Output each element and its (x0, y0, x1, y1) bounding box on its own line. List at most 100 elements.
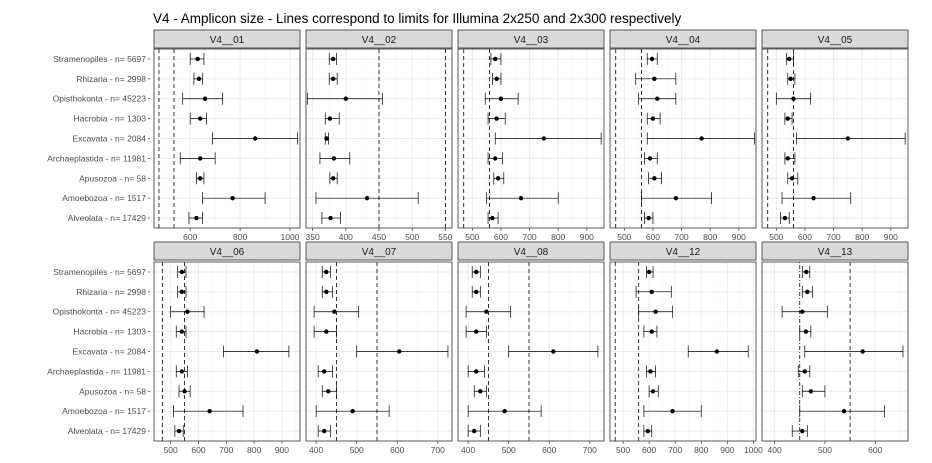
mean-point (207, 408, 212, 414)
category-label: Apusozoa - n= 58 (79, 386, 146, 396)
mean-point (196, 76, 202, 82)
mean-point (197, 116, 203, 121)
panel-border (457, 261, 605, 442)
mean-point (472, 428, 477, 434)
mean-point (652, 176, 657, 181)
x-tick-label: 500 (405, 232, 419, 242)
mean-point (331, 156, 337, 161)
mean-point (648, 369, 653, 374)
mean-point (786, 56, 792, 62)
mean-point (699, 136, 704, 141)
x-tick-label: 800 (855, 232, 869, 242)
category-label: Alveolata - n= 17429 (68, 426, 146, 436)
x-tick-label: 800 (247, 445, 261, 455)
x-tick-label: 500 (465, 232, 479, 242)
mean-point (343, 96, 349, 101)
facet-strip (305, 29, 453, 49)
category-label: Hacrobia - n= 1303 (73, 327, 146, 337)
x-tick-label: 700 (431, 445, 445, 455)
chart-title: V4 - Amplicon size - Lines correspond to… (153, 11, 682, 26)
x-tick-label: 550 (438, 232, 452, 242)
x-tick-label: 700 (219, 445, 233, 455)
mean-point (331, 76, 336, 82)
mean-point (551, 349, 556, 354)
facet-strip (153, 29, 301, 49)
mean-point (474, 269, 479, 275)
mean-point (197, 156, 203, 161)
mean-point (800, 309, 805, 314)
category-label: Opisthokonta - n= 45223 (53, 307, 147, 317)
mean-point (785, 156, 790, 161)
mean-point (845, 136, 851, 141)
mean-point (518, 195, 524, 201)
x-tick-label: 350 (306, 232, 320, 242)
mean-point (478, 389, 483, 394)
mean-point (326, 389, 331, 394)
x-tick-label: 900 (720, 445, 734, 455)
facet-strip (457, 29, 605, 49)
mean-point (791, 96, 796, 101)
mean-point (179, 289, 185, 295)
mean-point (324, 329, 329, 334)
mean-point (785, 116, 790, 121)
x-tick-label: 400 (339, 232, 353, 242)
mean-point (328, 215, 333, 221)
x-tick-label: 800 (233, 232, 247, 242)
mean-point (860, 349, 865, 354)
x-tick-label: 400 (461, 445, 475, 455)
facet-strip-label: V4__03 (514, 35, 549, 46)
x-tick-label: 600 (868, 445, 882, 455)
x-tick-label: 600 (642, 445, 656, 455)
mean-point (649, 56, 655, 62)
mean-point (541, 136, 547, 141)
x-tick-label: 700 (826, 232, 840, 242)
panel-v4__04: V4__04 500 600 700 800 900 (609, 29, 757, 242)
panel-border (761, 261, 909, 442)
facet-strip (761, 29, 909, 49)
facet-strip-label: V4__07 (362, 247, 397, 258)
x-tick-label: 1000 (744, 445, 763, 455)
mean-point (714, 349, 720, 354)
mean-point (474, 329, 479, 334)
facet-strip-label: V4__13 (818, 247, 853, 258)
mean-point (179, 369, 185, 374)
mean-point (650, 389, 656, 394)
mean-point (176, 428, 182, 434)
panel-border (153, 261, 301, 442)
mean-point (324, 289, 329, 295)
mean-point (474, 289, 479, 295)
x-tick-label: 800 (694, 445, 708, 455)
category-label: Apusozoa - n= 58 (79, 173, 146, 183)
x-tick-label: 500 (769, 232, 783, 242)
mean-point (655, 96, 660, 101)
facet-strip (153, 241, 301, 261)
mean-point (782, 215, 788, 221)
x-tick-label: 400 (309, 445, 323, 455)
mean-point (322, 428, 327, 434)
mean-point (327, 116, 333, 121)
mean-point (195, 56, 200, 62)
mean-point (811, 195, 816, 201)
facet-strip (609, 29, 757, 49)
mean-point (179, 269, 185, 275)
category-label: Hacrobia - n= 1303 (73, 114, 146, 124)
panel-v4__01: V4__01 600 800 1000 (153, 29, 301, 242)
mean-point (185, 309, 190, 314)
panel-border (153, 48, 301, 229)
category-label: Excavata - n= 2084 (73, 134, 147, 144)
category-label: Archaeplastida - n= 11981 (47, 366, 146, 376)
mean-point (805, 289, 810, 295)
facet-strip-label: V4__04 (666, 35, 701, 46)
panel-v4__03: V4__03 500 600 700 800 900 (457, 29, 605, 242)
x-tick-label: 500 (502, 445, 516, 455)
category-label: Amoebozoa - n= 1517 (62, 193, 146, 203)
panel-border (609, 48, 757, 229)
x-tick-label: 1000 (281, 232, 300, 242)
mean-point (202, 96, 208, 101)
mean-point (803, 329, 808, 334)
panel-v4__13: V4__13 400 500 600 (761, 241, 909, 455)
x-tick-label: 600 (494, 232, 508, 242)
x-tick-label: 600 (798, 232, 812, 242)
panel-border (305, 261, 453, 442)
category-label: Opisthokonta - n= 45223 (53, 94, 147, 104)
